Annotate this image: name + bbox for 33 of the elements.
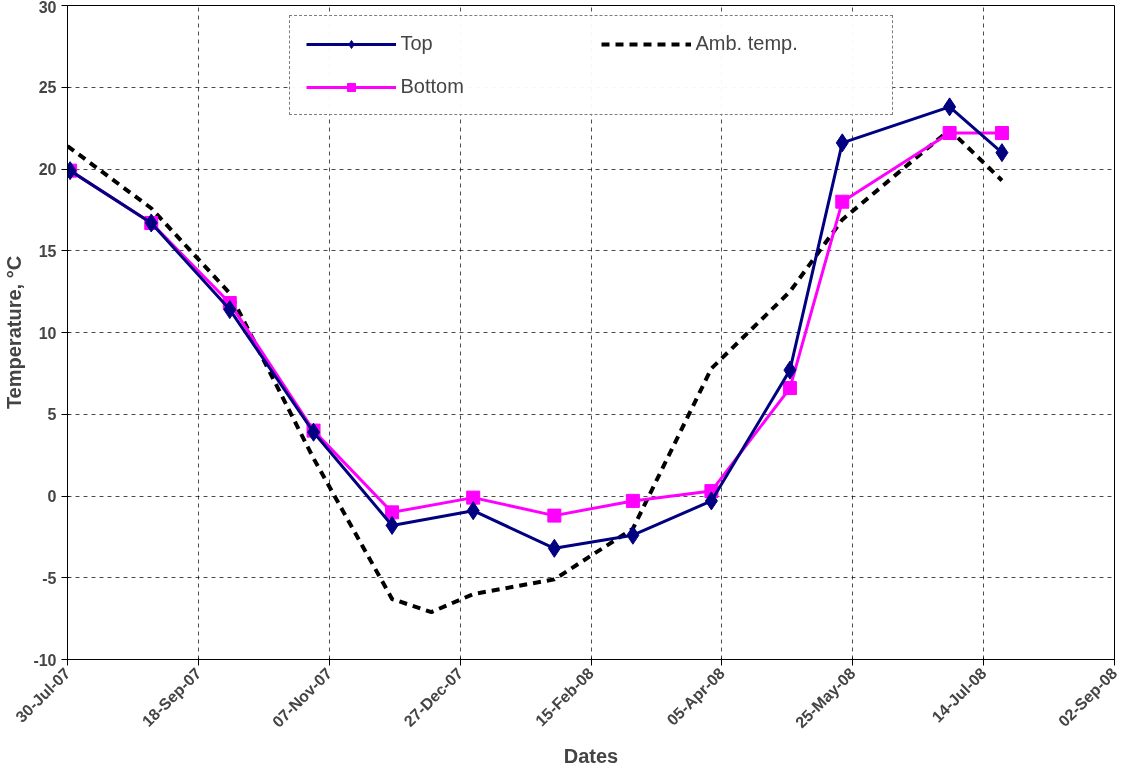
point xyxy=(385,515,399,535)
y-tick-label: -5 xyxy=(42,569,57,587)
y-tick-label: 5 xyxy=(47,406,57,424)
x-axis-title: Dates xyxy=(563,745,619,768)
point xyxy=(547,508,562,523)
point xyxy=(626,525,640,545)
point xyxy=(783,360,797,380)
y-tick-label: 20 xyxy=(38,161,57,178)
point xyxy=(995,143,1009,163)
point xyxy=(307,422,321,442)
point xyxy=(704,491,718,511)
y-tick-label: 0 xyxy=(47,488,57,505)
point xyxy=(994,126,1009,141)
y-tick-label: 15 xyxy=(38,242,57,260)
point xyxy=(385,505,400,520)
legend-label: Top xyxy=(400,32,434,55)
y-tick-label: 10 xyxy=(38,324,57,342)
point xyxy=(943,97,957,117)
point xyxy=(835,194,850,209)
y-tick-label: 30 xyxy=(38,0,57,16)
y-tick-label: -10 xyxy=(33,651,57,669)
point xyxy=(223,300,237,320)
y-tick-label: 25 xyxy=(38,79,57,97)
point xyxy=(625,493,640,508)
legend-label: Bottom xyxy=(400,75,465,98)
point xyxy=(466,490,481,505)
point xyxy=(782,381,797,396)
point xyxy=(466,501,480,521)
legend-label: Amb. temp. xyxy=(695,32,799,55)
point xyxy=(942,126,957,141)
y-axis-title: Temperature, °C xyxy=(3,255,26,410)
point xyxy=(547,538,561,558)
point xyxy=(835,133,849,153)
